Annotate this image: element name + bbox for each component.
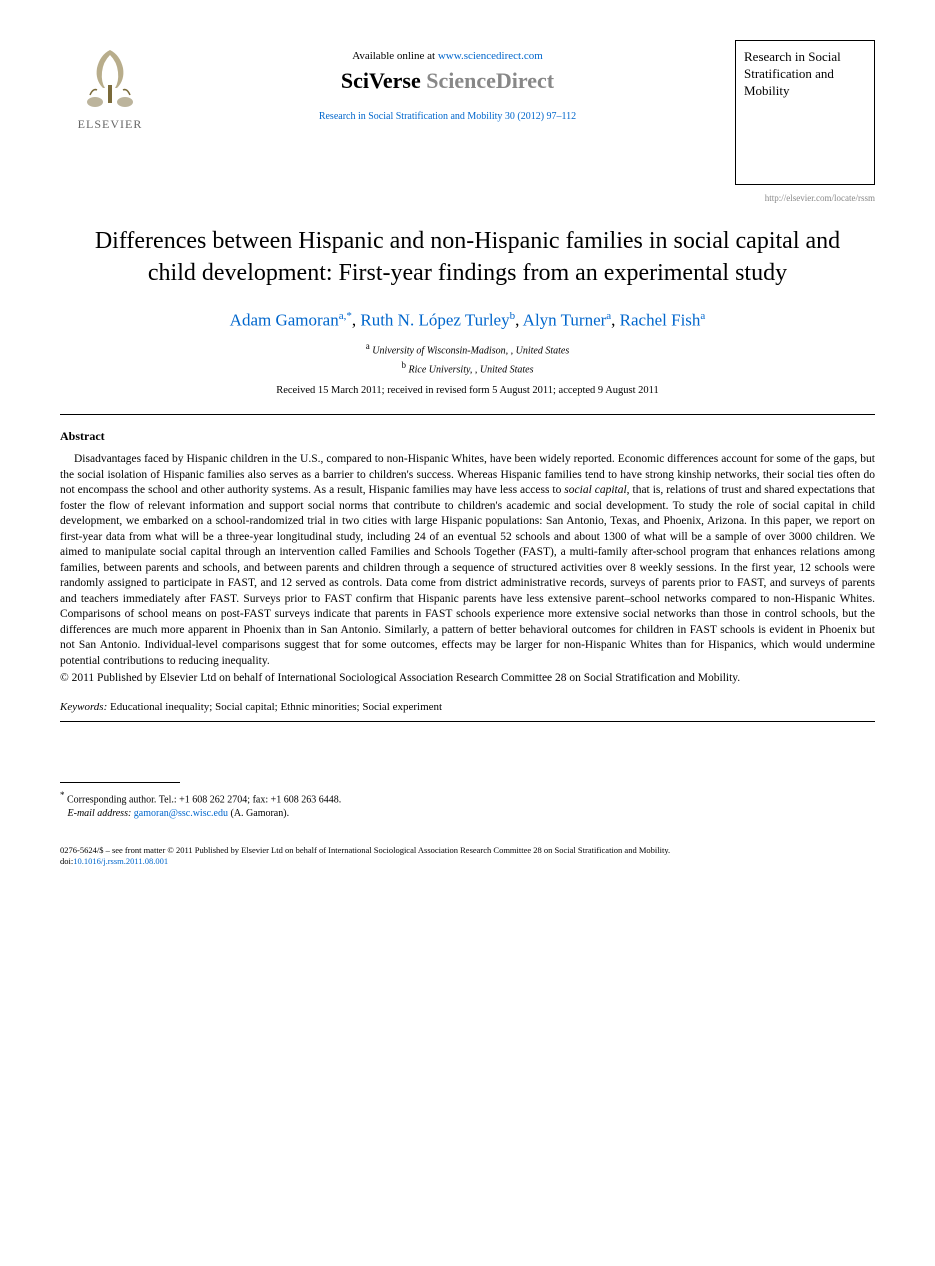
author-2-affil[interactable]: b xyxy=(510,310,516,322)
journal-reference-link[interactable]: Research in Social Stratification and Mo… xyxy=(319,111,576,122)
abstract-paragraph: Disadvantages faced by Hispanic children… xyxy=(60,452,875,669)
corresponding-email-link[interactable]: gamoran@ssc.wisc.edu xyxy=(134,808,228,819)
sciverse-logo: SciVerse ScienceDirect xyxy=(160,68,735,94)
footnote-separator xyxy=(60,782,180,783)
copyright-notice: © 2011 Published by Elsevier Ltd on beha… xyxy=(60,671,875,687)
email-label: E-mail address: xyxy=(68,808,132,819)
page-header: ELSEVIER Available online at www.science… xyxy=(60,40,875,185)
keywords-block: Keywords: Educational inequality; Social… xyxy=(60,701,875,713)
corresponding-author-footnote: * Corresponding author. Tel.: +1 608 262… xyxy=(60,789,875,821)
journal-title-box: Research in Social Stratification and Mo… xyxy=(735,40,875,185)
available-online-text: Available online at www.sciencedirect.co… xyxy=(160,50,735,62)
author-3-affil[interactable]: a xyxy=(606,310,611,322)
affiliations-block: a University of Wisconsin-Madison, , Uni… xyxy=(60,340,875,377)
publisher-name: ELSEVIER xyxy=(78,117,143,132)
abstract-heading: Abstract xyxy=(60,429,875,444)
article-title: Differences between Hispanic and non-His… xyxy=(90,225,845,290)
publisher-logo-block: ELSEVIER xyxy=(60,40,160,132)
doi-line: doi:10.1016/j.rssm.2011.08.001 xyxy=(60,856,875,867)
separator-line-2 xyxy=(60,721,875,722)
author-link-1[interactable]: Adam Gamoran xyxy=(230,310,339,329)
separator-line xyxy=(60,414,875,415)
author-link-4[interactable]: Rachel Fish xyxy=(620,310,701,329)
author-4-affil[interactable]: a xyxy=(700,310,705,322)
article-history-dates: Received 15 March 2011; received in revi… xyxy=(60,385,875,396)
author-link-2[interactable]: Ruth N. López Turley xyxy=(360,310,509,329)
doi-link[interactable]: 10.1016/j.rssm.2011.08.001 xyxy=(73,856,168,866)
affiliation-b: b Rice University, , United States xyxy=(60,359,875,377)
journal-homepage-url: http://elsevier.com/locate/rssm xyxy=(765,193,875,203)
keywords-label: Keywords: xyxy=(60,701,107,713)
page-footer: 0276-5624/$ – see front matter © 2011 Pu… xyxy=(60,845,875,867)
issn-copyright-line: 0276-5624/$ – see front matter © 2011 Pu… xyxy=(60,845,875,856)
elsevier-tree-icon xyxy=(75,40,145,115)
author-1-corresponding[interactable]: * xyxy=(346,310,352,322)
header-center: Available online at www.sciencedirect.co… xyxy=(160,40,735,124)
keywords-list: Educational inequality; Social capital; … xyxy=(107,701,442,713)
sciencedirect-link[interactable]: www.sciencedirect.com xyxy=(438,50,543,62)
author-link-3[interactable]: Alyn Turner xyxy=(523,310,607,329)
affiliation-a: a University of Wisconsin-Madison, , Uni… xyxy=(60,340,875,358)
author-list: Adam Gamorana,*, Ruth N. López Turleyb, … xyxy=(60,310,875,331)
